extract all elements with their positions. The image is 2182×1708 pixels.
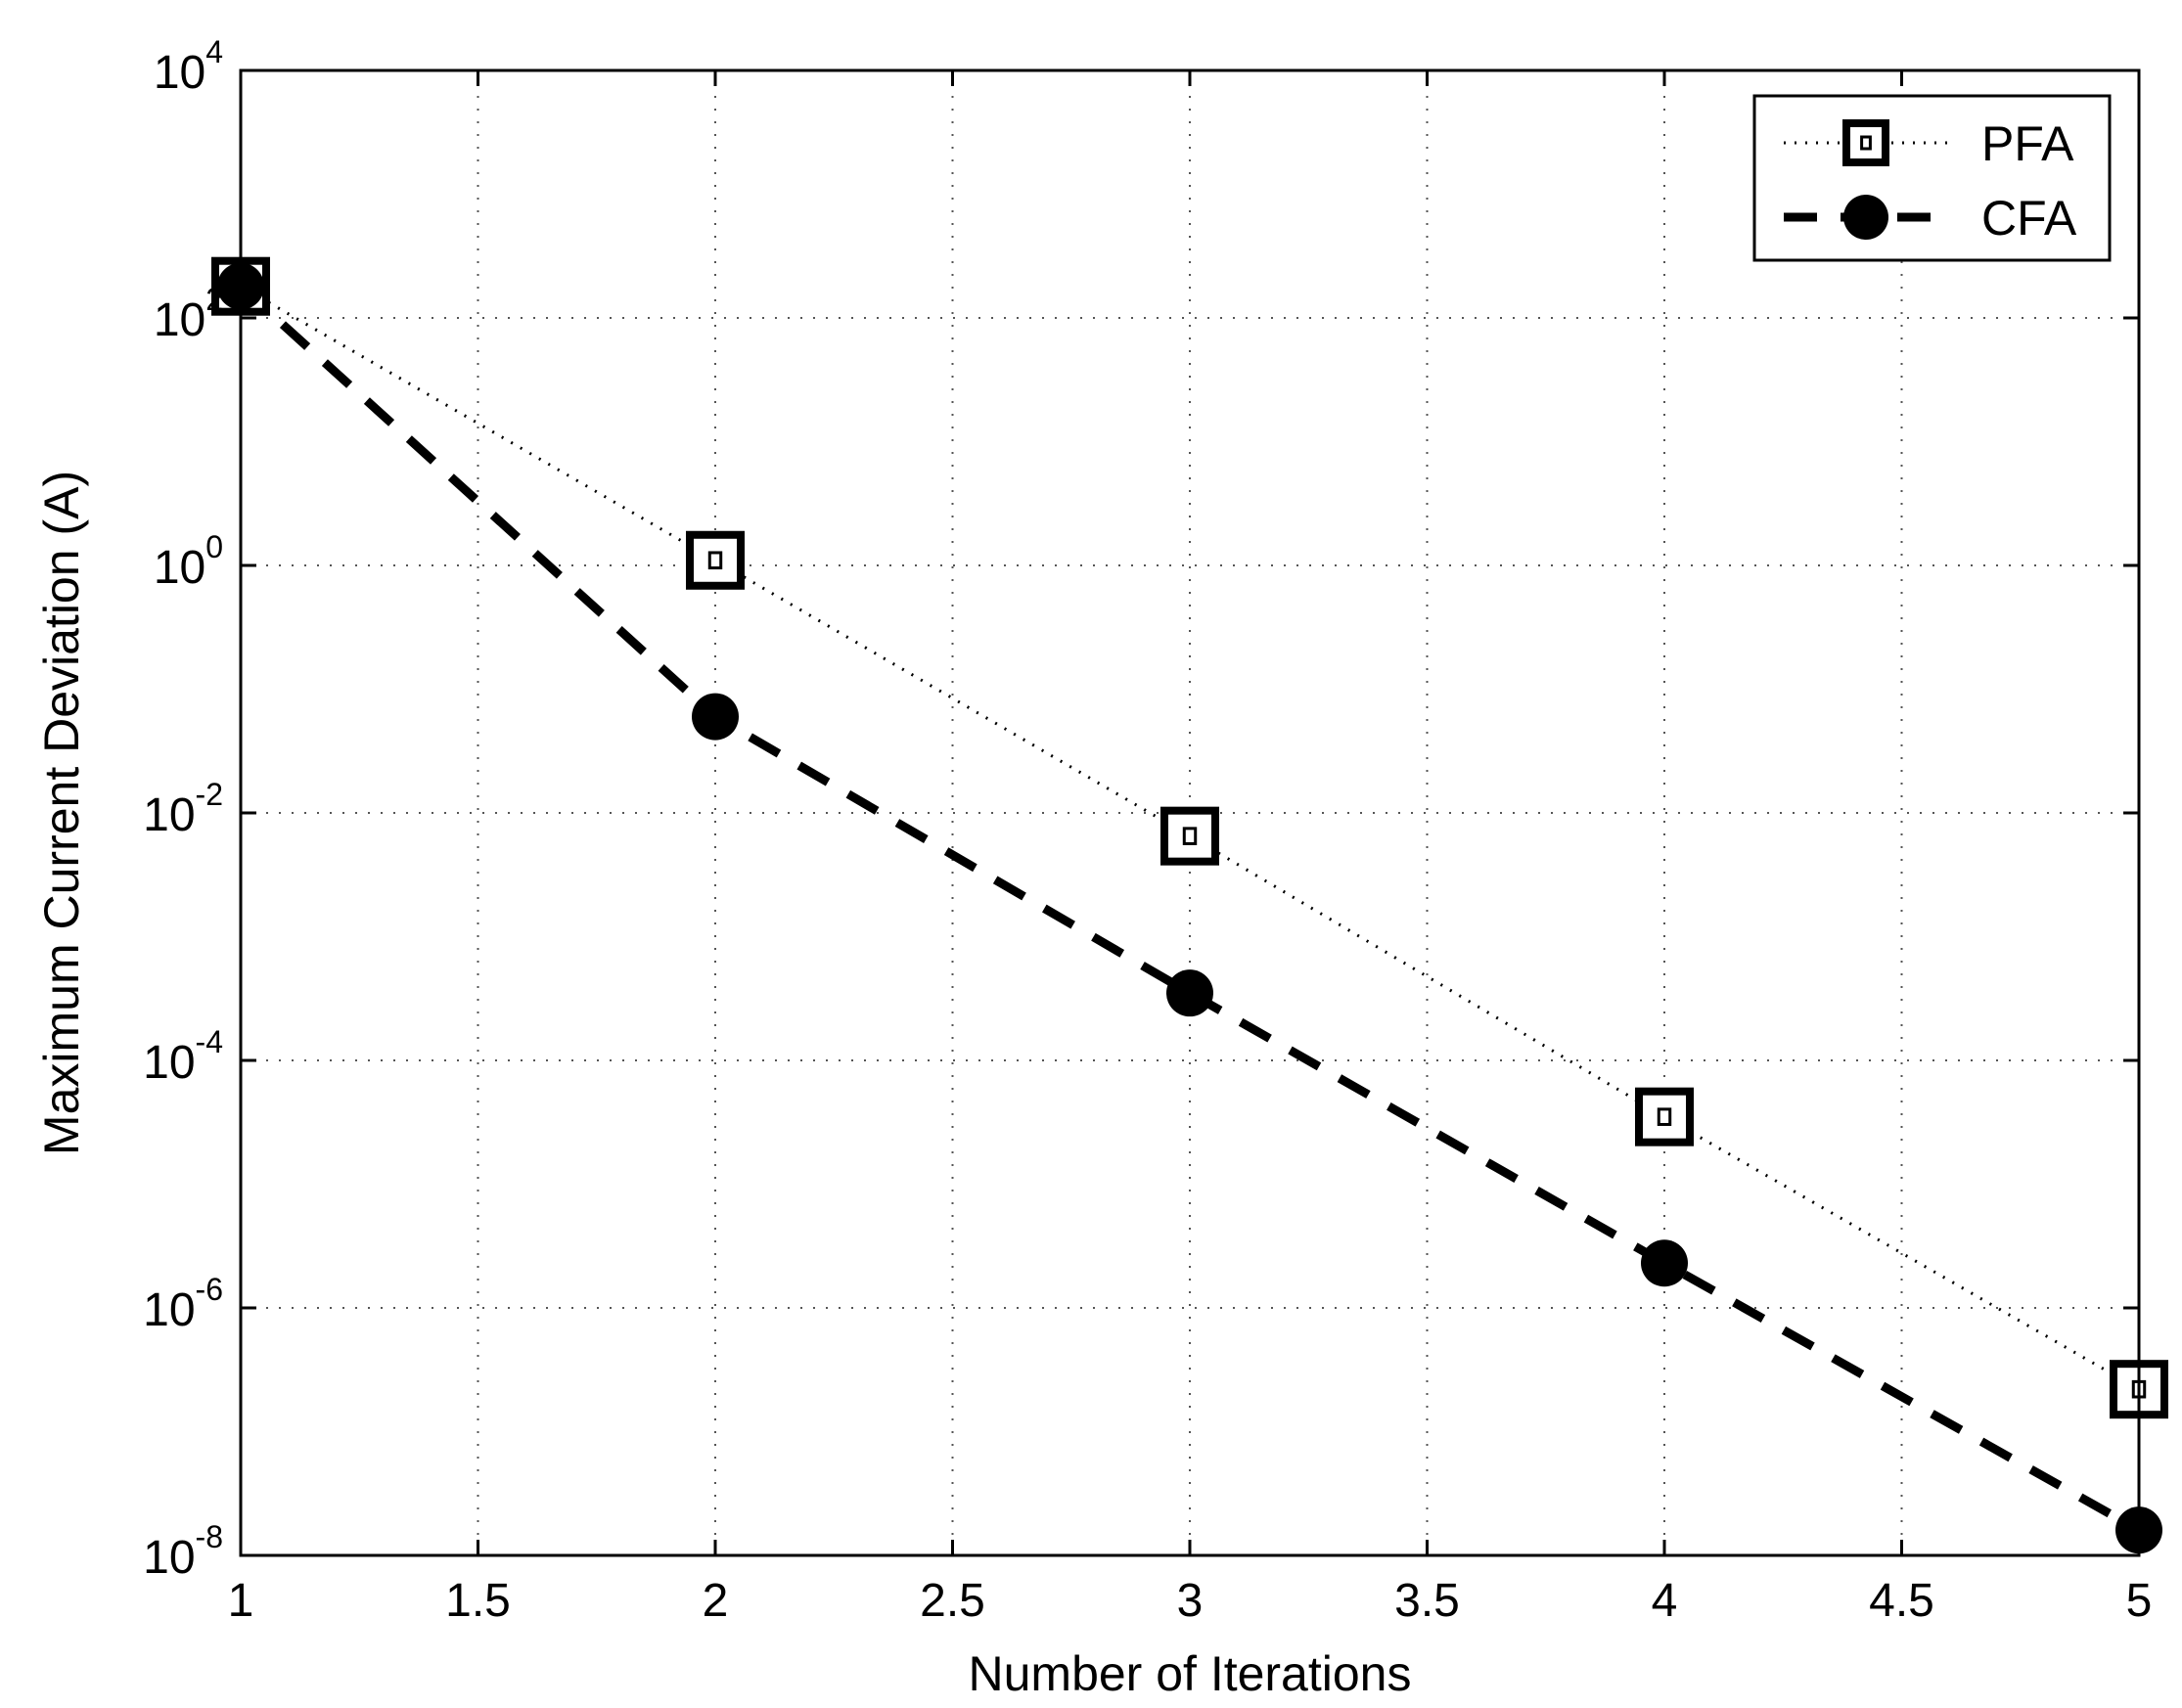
x-tick-label: 3 bbox=[1177, 1575, 1204, 1627]
x-tick-label: 4.5 bbox=[1869, 1575, 1934, 1627]
series-line-cfa bbox=[237, 283, 2142, 1535]
legend-entry-pfa: PFA bbox=[1784, 116, 2074, 171]
pfa-marker-inner bbox=[1182, 827, 1198, 845]
series-line-pfa bbox=[240, 285, 2140, 1391]
y-tick-label: 10-4 bbox=[143, 1024, 223, 1089]
y-axis-ticks: 10-8 10-6 10-4 10-2 100 102 104 bbox=[143, 34, 2139, 1584]
x-axis-label: Number of Iterations bbox=[969, 1646, 1412, 1701]
cfa-circle-marker bbox=[1641, 1239, 1688, 1287]
y-axis-label: Maximum Current Deviation (A) bbox=[34, 471, 89, 1155]
x-tick-label: 2 bbox=[703, 1575, 729, 1627]
legend-box bbox=[1752, 94, 2112, 262]
y-tick-label: 10-8 bbox=[143, 1519, 223, 1584]
x-tick-label: 5 bbox=[2126, 1575, 2153, 1627]
x-tick-label: 4 bbox=[1652, 1575, 1678, 1627]
x-tick-label: 1 bbox=[228, 1575, 254, 1627]
legend-entry-cfa: CFA bbox=[1784, 191, 2077, 246]
cfa-circle-marker bbox=[692, 693, 739, 741]
x-axis-ticks: 1 1.5 2 2.5 3 3.5 4 4.5 5 bbox=[228, 70, 2153, 1627]
x-tick-label: 1.5 bbox=[445, 1575, 511, 1627]
cfa-circle-marker bbox=[1166, 969, 1213, 1017]
y-tick-label: 10-2 bbox=[143, 777, 223, 841]
cfa-circle-marker bbox=[1843, 195, 1888, 240]
legend: PFA CFA bbox=[1752, 94, 2112, 262]
x-tick-label: 3.5 bbox=[1394, 1575, 1460, 1627]
pfa-marker-inner bbox=[707, 551, 723, 570]
pfa-marker-inner bbox=[1657, 1107, 1672, 1126]
y-tick-label: 104 bbox=[154, 34, 223, 99]
y-tick-label: 100 bbox=[154, 529, 223, 594]
pfa-square-marker bbox=[1635, 1087, 1694, 1146]
pfa-marker-inner bbox=[1860, 135, 1872, 151]
y-tick-label: 102 bbox=[154, 282, 223, 346]
y-tick-label: 10-6 bbox=[143, 1272, 223, 1336]
pfa-square-marker bbox=[1160, 806, 1219, 866]
x-tick-label: 2.5 bbox=[920, 1575, 985, 1627]
pfa-square-marker bbox=[686, 530, 745, 590]
pfa-square-marker bbox=[1842, 119, 1889, 166]
legend-label: PFA bbox=[1981, 116, 2074, 171]
legend-label: CFA bbox=[1981, 191, 2077, 246]
series-lines bbox=[237, 283, 2142, 1535]
